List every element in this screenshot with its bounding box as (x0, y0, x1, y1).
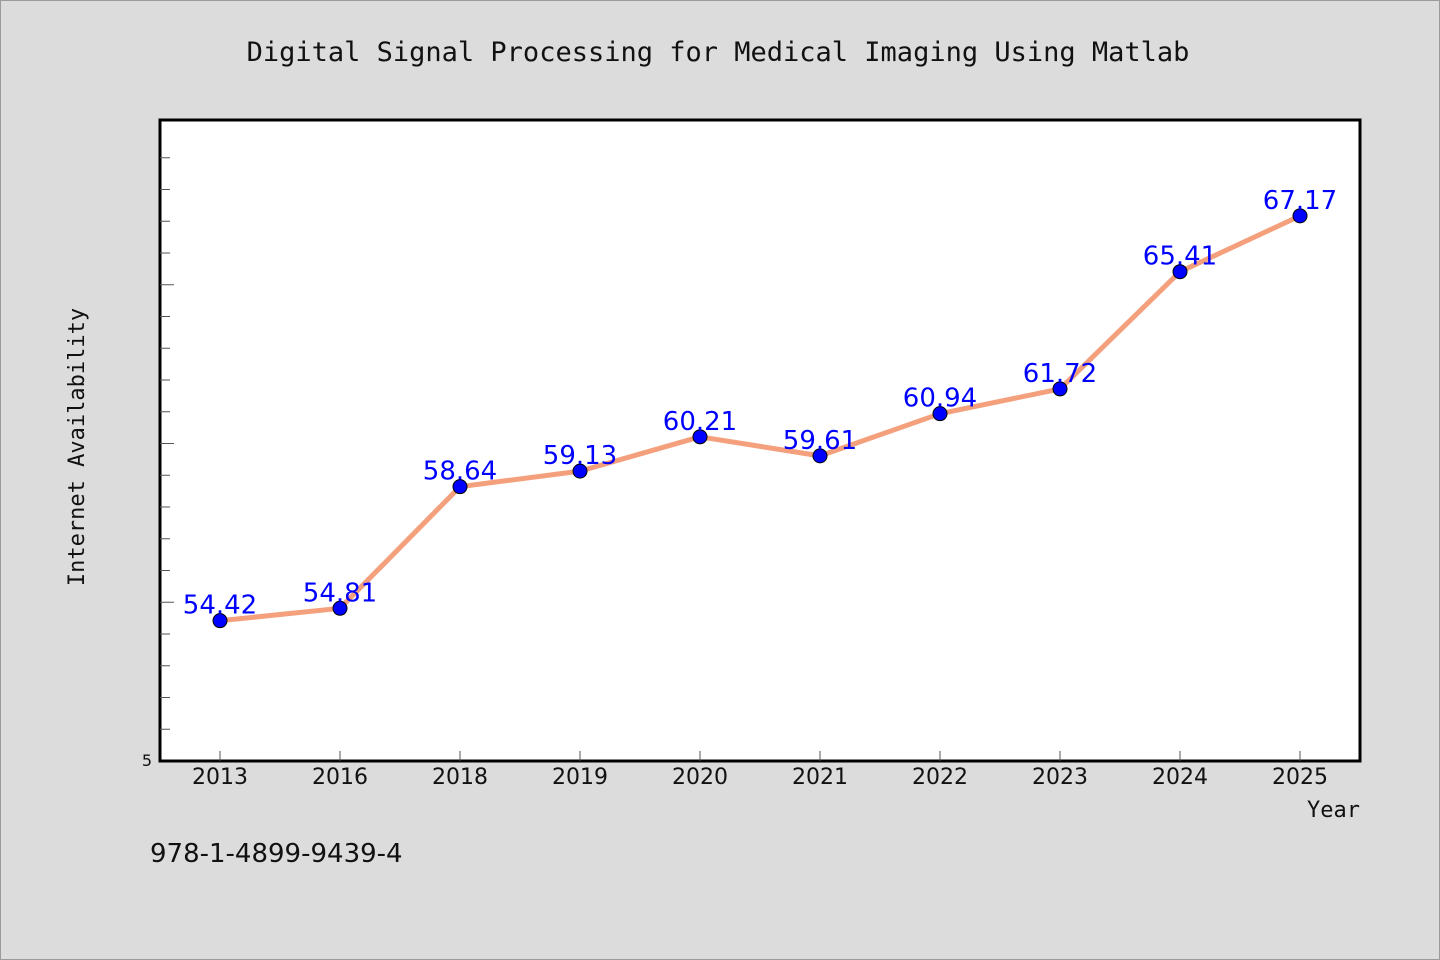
x-tick-label: 2021 (792, 765, 848, 790)
data-label: 65.41 (1143, 242, 1217, 272)
data-point (812, 448, 828, 464)
x-tick-label: 2025 (1272, 765, 1328, 790)
data-point (692, 429, 708, 445)
data-point (1052, 381, 1068, 397)
data-label: 60.94 (903, 384, 977, 414)
isbn-text: 978-1-4899-9439-4 (150, 839, 403, 869)
data-markers (212, 208, 1308, 629)
y-axis-title: Internet Availability (65, 308, 90, 586)
data-point (332, 600, 348, 616)
data-label: 58.64 (423, 457, 497, 487)
data-label: 54.81 (303, 578, 377, 608)
data-label: 59.13 (543, 441, 617, 471)
x-tick-label: 2022 (912, 765, 968, 790)
data-label: 59.61 (783, 426, 857, 456)
y-tick-labels: 5 (142, 751, 152, 770)
x-tick-label: 2019 (552, 765, 608, 790)
data-labels: 54.42 54.81 58.64 59.13 60.21 59.61 60.94 61.72… (183, 186, 1337, 621)
data-point (212, 613, 228, 629)
x-tick-label: 2018 (432, 765, 488, 790)
data-label: 67.17 (1263, 186, 1337, 216)
plot-area (158, 118, 1362, 763)
x-tick-label: 2013 (192, 765, 248, 790)
chart-title: Digital Signal Processing for Medical Im… (247, 37, 1190, 68)
data-point (1292, 208, 1308, 224)
x-tick-label: 2020 (672, 765, 728, 790)
data-point (452, 479, 468, 495)
y-axis-ticks (160, 157, 174, 730)
series-line (217, 213, 1303, 624)
data-point (1172, 264, 1188, 280)
data-point (572, 463, 588, 479)
x-axis-title: Year (1307, 798, 1360, 823)
x-tick-label: 2023 (1032, 765, 1088, 790)
data-label: 61.72 (1023, 359, 1097, 389)
data-label: 60.21 (663, 407, 737, 437)
x-tick-label: 2016 (312, 765, 368, 790)
x-tick-labels: 2013 2016 2018 2019 2020 2021 2022 2023 2024 2025 (192, 765, 1328, 790)
y-tick-label: 5 (142, 751, 152, 770)
data-point (932, 406, 948, 422)
x-tick-label: 2024 (1152, 765, 1208, 790)
data-label: 54.42 (183, 591, 257, 621)
x-axis-ticks (219, 751, 1301, 761)
